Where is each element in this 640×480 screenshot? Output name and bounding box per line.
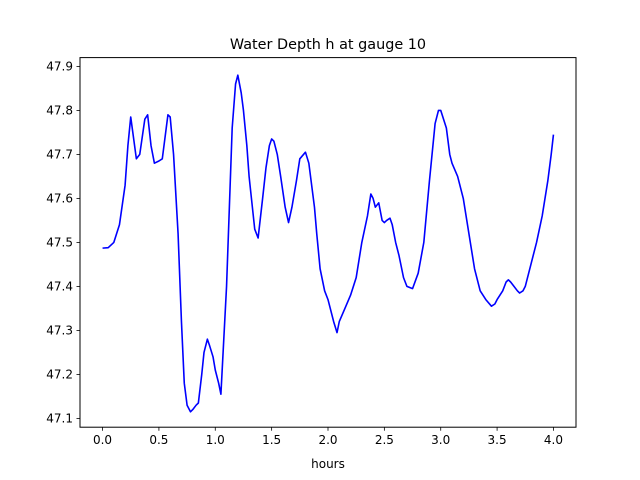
y-tick-label: 47.6 <box>46 192 73 206</box>
y-tick-label: 47.3 <box>46 324 73 338</box>
x-tick-label: 0.5 <box>149 433 168 447</box>
x-tick-label: 3.0 <box>431 433 450 447</box>
x-tick-label: 1.5 <box>262 433 281 447</box>
x-axis-ticks: 0.0 0.5 1.0 1.5 2.0 2.5 3.0 3.5 4.0 <box>93 427 563 447</box>
y-tick-label: 47.7 <box>46 148 73 162</box>
y-tick-label: 47.1 <box>46 412 73 426</box>
x-tick-label: 1.0 <box>206 433 225 447</box>
series-layer <box>102 74 555 413</box>
x-axis-label: hours <box>311 457 345 471</box>
x-tick-label: 0.0 <box>93 433 112 447</box>
y-tick-label: 47.2 <box>46 368 73 382</box>
x-tick-label: 4.0 <box>544 433 563 447</box>
chart-title: Water Depth h at gauge 10 <box>230 37 426 53</box>
y-tick-label: 47.4 <box>46 280 73 294</box>
y-tick-label: 47.5 <box>46 236 73 250</box>
y-tick-label: 47.9 <box>46 60 73 74</box>
x-tick-label: 3.5 <box>488 433 507 447</box>
x-tick-label: 2.0 <box>318 433 337 447</box>
series-line-0 <box>102 74 555 413</box>
x-tick-label: 2.5 <box>375 433 394 447</box>
y-axis-ticks: 47.1 47.2 47.3 47.4 47.5 47.6 47.7 47.8 47.9 <box>46 60 80 426</box>
y-tick-label: 47.8 <box>46 104 73 118</box>
